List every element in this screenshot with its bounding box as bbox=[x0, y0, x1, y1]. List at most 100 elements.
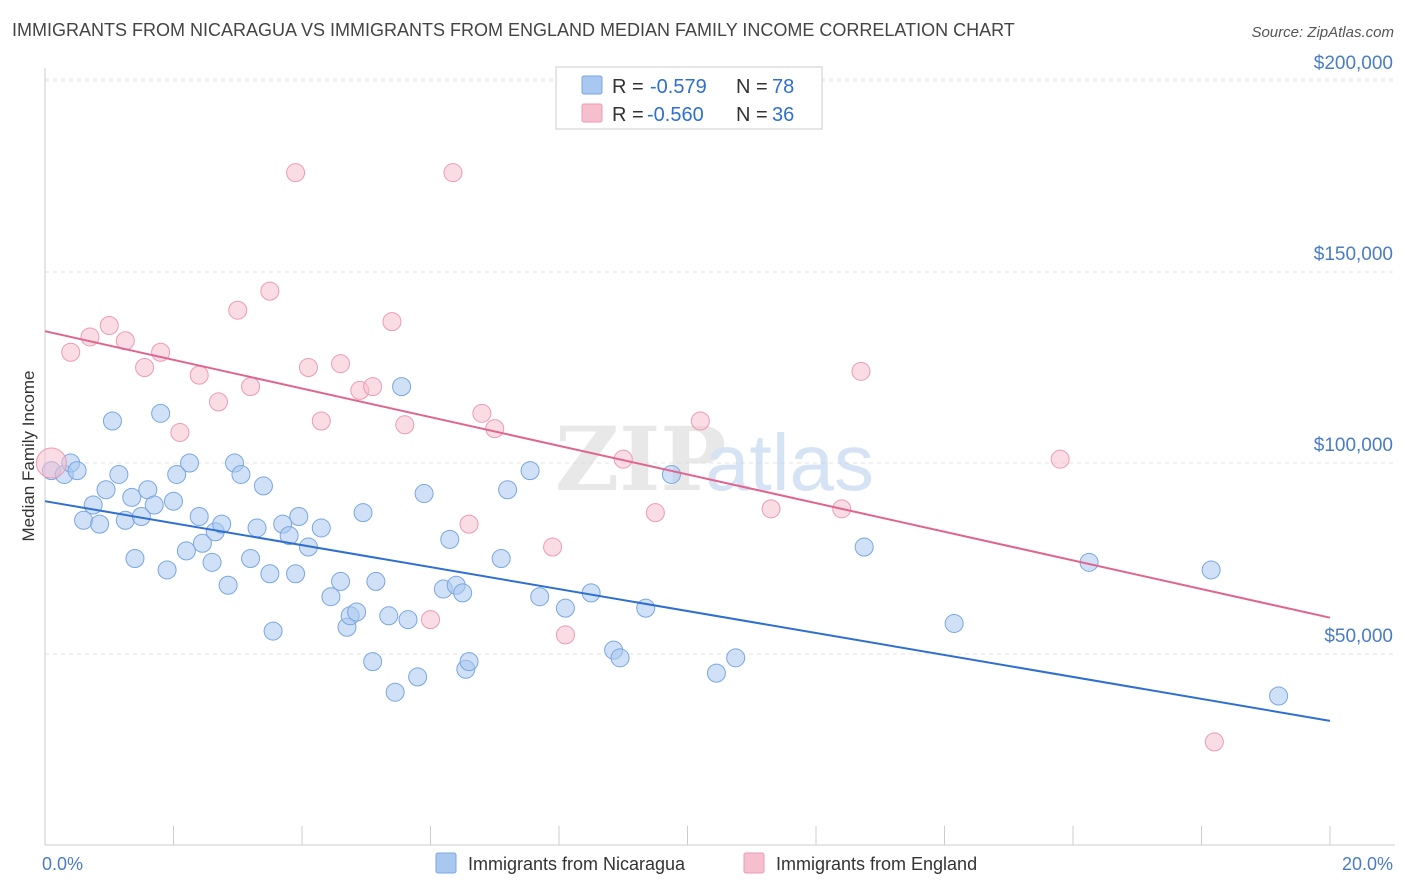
point-nicaragua bbox=[167, 464, 187, 484]
point-nicaragua bbox=[218, 575, 238, 595]
legend-r-label-england: R = bbox=[612, 104, 649, 126]
point-england bbox=[99, 315, 119, 335]
point-england bbox=[645, 503, 665, 523]
point-england bbox=[761, 499, 781, 519]
point-england bbox=[298, 358, 318, 377]
point-nicaragua bbox=[385, 682, 405, 702]
point-england bbox=[208, 392, 228, 412]
point-england bbox=[260, 281, 280, 301]
point-nicaragua bbox=[321, 587, 341, 607]
legend-n-value-england: 36 bbox=[772, 104, 794, 126]
point-nicaragua bbox=[260, 564, 280, 584]
point-nicaragua bbox=[67, 461, 87, 481]
y-axis-label: Median Family Income bbox=[19, 370, 38, 541]
point-england bbox=[690, 411, 710, 431]
point-england bbox=[363, 377, 383, 397]
legend-r-value-england: -0.560 bbox=[647, 104, 704, 126]
point-nicaragua bbox=[151, 403, 171, 423]
legend-r-value-nicaragua: -0.579 bbox=[650, 76, 707, 98]
point-nicaragua bbox=[109, 464, 129, 484]
point-england bbox=[421, 610, 440, 630]
point-england bbox=[135, 358, 155, 377]
point-nicaragua bbox=[459, 652, 479, 672]
point-nicaragua bbox=[247, 518, 267, 538]
point-england bbox=[331, 354, 351, 374]
point-england bbox=[311, 411, 331, 431]
point-nicaragua bbox=[944, 613, 964, 633]
source-label: Source: ZipAtlas.com bbox=[1251, 24, 1394, 41]
point-nicaragua bbox=[263, 621, 283, 641]
point-england bbox=[170, 422, 190, 442]
point-nicaragua bbox=[180, 453, 200, 473]
point-nicaragua bbox=[311, 518, 331, 538]
point-england bbox=[35, 447, 67, 479]
point-nicaragua bbox=[125, 549, 145, 568]
y-tick-label: $50,000 bbox=[1324, 626, 1393, 647]
point-nicaragua bbox=[74, 510, 94, 530]
point-nicaragua bbox=[661, 464, 681, 484]
series-legend-swatch-nicaragua bbox=[435, 852, 457, 874]
stats-legend: R = -0.579 N = 78 R = -0.560 N = 36 bbox=[555, 66, 823, 130]
trend-lines bbox=[44, 330, 1331, 722]
point-nicaragua bbox=[144, 495, 164, 515]
point-nicaragua bbox=[353, 503, 373, 523]
point-nicaragua bbox=[491, 549, 511, 568]
point-england bbox=[241, 377, 261, 397]
point-england bbox=[459, 514, 479, 534]
point-england bbox=[1050, 449, 1070, 469]
point-nicaragua bbox=[202, 552, 222, 572]
x-tick-labels: 0.0% 20.0% bbox=[42, 854, 1393, 874]
series-legend-label-england: Immigrants from England bbox=[776, 854, 977, 874]
point-nicaragua bbox=[726, 648, 746, 668]
point-nicaragua bbox=[398, 610, 418, 630]
point-england bbox=[472, 403, 492, 423]
point-nicaragua bbox=[610, 648, 630, 668]
legend-r-label-nicaragua: R = bbox=[612, 76, 649, 98]
point-nicaragua bbox=[363, 652, 383, 672]
point-nicaragua bbox=[231, 464, 251, 484]
point-nicaragua bbox=[189, 506, 209, 526]
point-nicaragua bbox=[253, 476, 273, 496]
point-nicaragua bbox=[212, 514, 232, 534]
legend-swatch-nicaragua bbox=[581, 75, 603, 95]
point-nicaragua bbox=[347, 602, 367, 622]
point-nicaragua bbox=[706, 663, 726, 683]
point-nicaragua bbox=[176, 541, 196, 561]
point-nicaragua bbox=[408, 667, 428, 687]
point-england bbox=[228, 300, 248, 320]
y-tick-label: $100,000 bbox=[1314, 435, 1393, 456]
y-tick-label: $200,000 bbox=[1314, 53, 1393, 74]
point-nicaragua bbox=[520, 461, 540, 481]
point-nicaragua bbox=[379, 606, 399, 626]
point-nicaragua bbox=[102, 411, 122, 431]
legend-n-label-nicaragua: N = bbox=[736, 76, 773, 98]
point-england bbox=[555, 625, 575, 645]
legend-n-label-england: N = bbox=[736, 104, 773, 126]
trend-line-nicaragua bbox=[44, 500, 1331, 722]
point-nicaragua bbox=[122, 487, 142, 507]
series-legend-swatch-england bbox=[743, 852, 765, 874]
point-nicaragua bbox=[414, 484, 434, 504]
legend-swatch-england bbox=[581, 103, 603, 123]
point-nicaragua bbox=[164, 491, 183, 511]
point-nicaragua bbox=[90, 514, 110, 534]
point-nicaragua bbox=[241, 549, 261, 568]
point-nicaragua bbox=[157, 560, 177, 580]
point-england bbox=[851, 361, 871, 381]
point-nicaragua bbox=[331, 571, 351, 591]
watermark: ZIP atlas bbox=[555, 407, 874, 511]
point-england bbox=[543, 537, 563, 557]
point-nicaragua bbox=[279, 526, 299, 546]
point-nicaragua bbox=[392, 377, 412, 397]
point-nicaragua bbox=[1201, 560, 1221, 580]
point-england bbox=[61, 342, 81, 362]
point-nicaragua bbox=[1269, 686, 1289, 706]
point-nicaragua bbox=[453, 583, 473, 603]
point-england bbox=[286, 163, 306, 183]
x-tick-label: 0.0% bbox=[42, 854, 83, 874]
y-tick-label: $150,000 bbox=[1314, 244, 1393, 265]
point-nicaragua bbox=[286, 564, 306, 584]
point-england bbox=[395, 415, 415, 435]
point-nicaragua bbox=[498, 480, 518, 500]
point-nicaragua bbox=[440, 529, 460, 549]
